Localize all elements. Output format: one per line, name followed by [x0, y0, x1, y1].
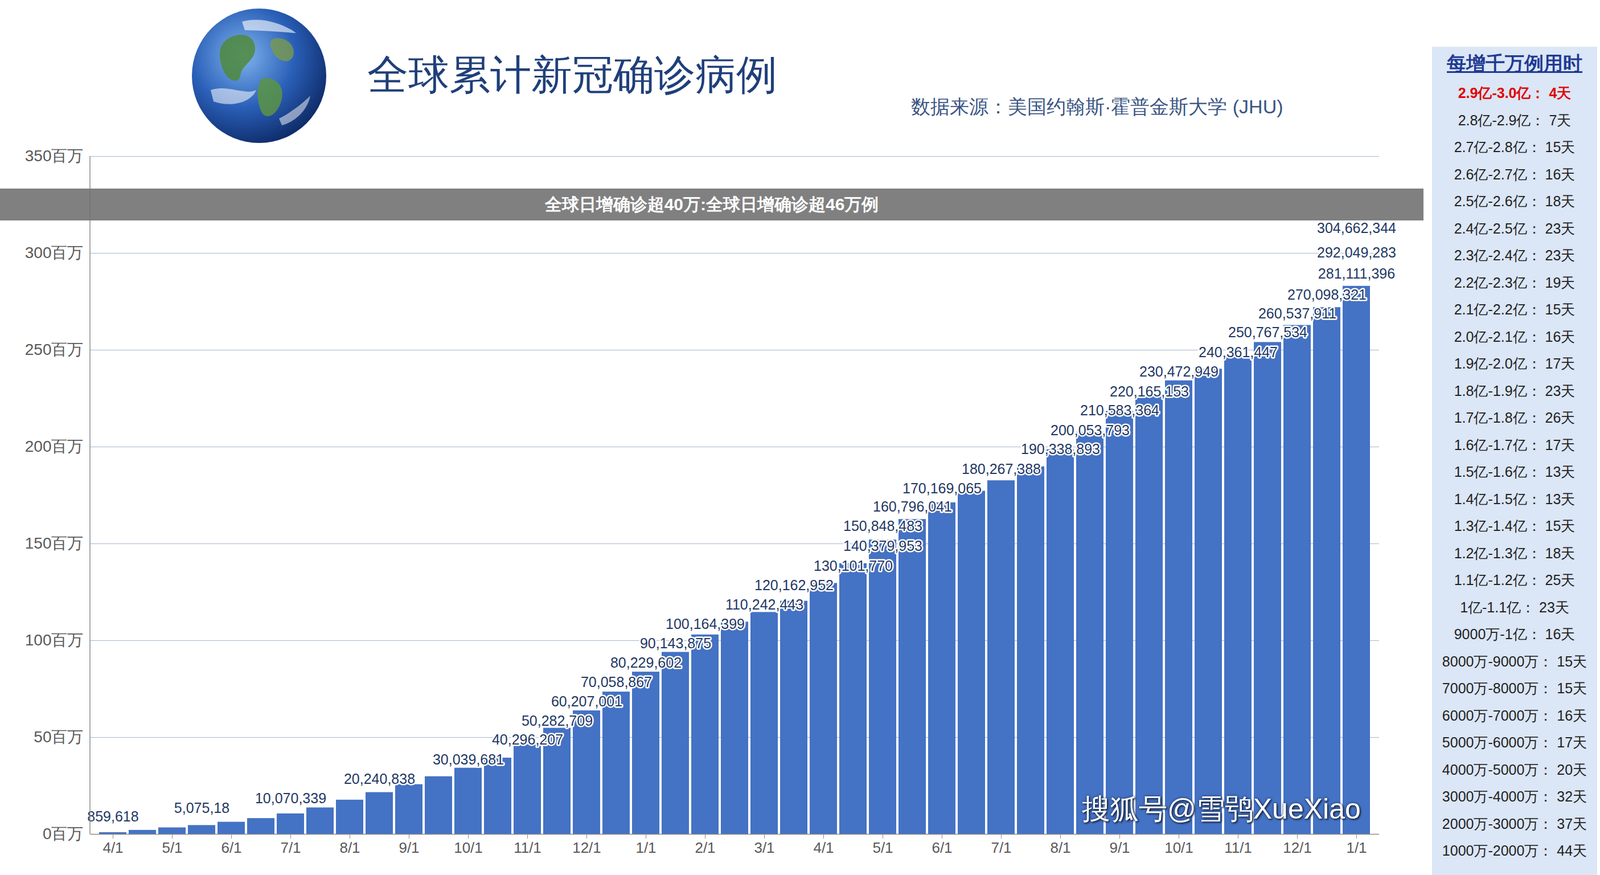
- svg-text:10/1: 10/1: [1164, 838, 1194, 856]
- svg-text:200,053,793: 200,053,793: [1050, 421, 1130, 438]
- svg-text:292,049,283: 292,049,283: [1317, 244, 1397, 261]
- html-text:4000万-5000万： 20天: 4000万-5000万： 20天: [1442, 760, 1588, 777]
- html-text:1.6亿-1.7亿： 17天: 1.6亿-1.7亿： 17天: [1454, 436, 1576, 453]
- svg-text:250,767,534: 250,767,534: [1228, 323, 1308, 340]
- svg-text:170,169,065: 170,169,065: [902, 480, 982, 496]
- svg-text:281,111,396: 281,111,396: [1318, 265, 1396, 282]
- svg-text:70,058,867: 70,058,867: [580, 673, 652, 690]
- html-text:每增千万例用时: 每增千万例用时: [1446, 52, 1583, 75]
- svg-text:6/1: 6/1: [220, 838, 242, 856]
- html-text:搜狐号@雪鸮XueXiao: 搜狐号@雪鸮XueXiao: [1081, 792, 1361, 825]
- html-text:1.8亿-1.9亿： 23天: 1.8亿-1.9亿： 23天: [1454, 382, 1576, 399]
- html-text:1.4亿-1.5亿： 13天: 1.4亿-1.5亿： 13天: [1454, 490, 1576, 507]
- svg-text:1/1: 1/1: [635, 838, 656, 856]
- svg-text:10/1: 10/1: [453, 838, 483, 856]
- html-text:3000万-4000万： 32天: 3000万-4000万： 32天: [1442, 788, 1588, 804]
- svg-text:150百万: 150百万: [25, 534, 84, 552]
- svg-text:300百万: 300百万: [25, 243, 84, 262]
- svg-text:859,618: 859,618: [87, 807, 139, 824]
- svg-text:270,098,321: 270,098,321: [1287, 286, 1367, 303]
- svg-text:90,143,875: 90,143,875: [640, 634, 712, 651]
- svg-text:5/1: 5/1: [161, 838, 183, 856]
- svg-text:160,796,041: 160,796,041: [872, 498, 953, 515]
- html-text:7000万-8000万： 15天: 7000万-8000万： 15天: [1442, 679, 1588, 696]
- svg-text:9/1: 9/1: [398, 838, 420, 856]
- svg-text:8/1: 8/1: [1049, 838, 1071, 856]
- svg-text:150,848,483: 150,848,483: [843, 517, 923, 534]
- html-text:1.7亿-1.8亿： 26天: 1.7亿-1.8亿： 26天: [1454, 409, 1576, 426]
- html-text:2.2亿-2.3亿： 19天: 2.2亿-2.3亿： 19天: [1454, 274, 1576, 291]
- html-text:2.7亿-2.8亿： 15天: 2.7亿-2.8亿： 15天: [1454, 138, 1576, 155]
- html-text:全球日增确诊超40万:全球日增确诊超46万例: 全球日增确诊超40万:全球日增确诊超46万例: [544, 194, 879, 214]
- svg-text:9/1: 9/1: [1109, 838, 1130, 856]
- svg-text:4/1: 4/1: [813, 838, 834, 856]
- svg-text:120,162,952: 120,162,952: [754, 576, 834, 593]
- svg-text:60,207,001: 60,207,001: [551, 692, 623, 709]
- svg-text:5/1: 5/1: [872, 838, 893, 856]
- svg-text:1/1: 1/1: [1346, 838, 1367, 856]
- svg-text:140,379,953: 140,379,953: [843, 537, 923, 554]
- svg-text:240,361,447: 240,361,447: [1198, 343, 1278, 360]
- svg-text:7/1: 7/1: [990, 838, 1012, 856]
- svg-text:190,338,893: 190,338,893: [1020, 440, 1101, 457]
- svg-text:12/1: 12/1: [1282, 838, 1312, 856]
- svg-text:40,296,207: 40,296,207: [491, 731, 564, 748]
- svg-text:304,662,344: 304,662,344: [1317, 219, 1397, 236]
- svg-text:5,075,18: 5,075,18: [174, 799, 230, 816]
- html-text:2.6亿-2.7亿： 16天: 2.6亿-2.7亿： 16天: [1454, 165, 1576, 182]
- svg-text:11/1: 11/1: [513, 838, 542, 856]
- html-text:2.8亿-2.9亿： 7天: 2.8亿-2.9亿： 7天: [1458, 111, 1572, 128]
- svg-text:4/1: 4/1: [102, 838, 123, 856]
- html-text:1.5亿-1.6亿： 13天: 1.5亿-1.6亿： 13天: [1454, 463, 1576, 480]
- svg-text:200百万: 200百万: [25, 437, 84, 455]
- svg-text:180,267,388: 180,267,388: [961, 460, 1041, 477]
- html-text:2.9亿-3.0亿： 4天: 2.9亿-3.0亿： 4天: [1458, 84, 1572, 101]
- svg-text:10,070,339: 10,070,339: [255, 789, 327, 806]
- svg-text:8/1: 8/1: [339, 838, 360, 856]
- html-text:2.5亿-2.6亿： 18天: 2.5亿-2.6亿： 18天: [1454, 193, 1576, 209]
- svg-text:7/1: 7/1: [280, 838, 301, 856]
- html-text:2000万-3000万： 37天: 2000万-3000万： 37天: [1442, 815, 1588, 832]
- html-text:1.1亿-1.2亿： 25天: 1.1亿-1.2亿： 25天: [1454, 571, 1576, 588]
- html-text:5000万-6000万： 17天: 5000万-6000万： 17天: [1442, 733, 1588, 750]
- svg-text:50,282,709: 50,282,709: [521, 712, 593, 729]
- svg-text:260,537,911: 260,537,911: [1258, 305, 1337, 322]
- html-text:8000万-9000万： 15天: 8000万-9000万： 15天: [1442, 652, 1588, 669]
- svg-text:50百万: 50百万: [33, 727, 84, 746]
- svg-text:3/1: 3/1: [753, 838, 775, 856]
- html-text:2.1亿-2.2亿： 15天: 2.1亿-2.2亿： 15天: [1454, 301, 1576, 318]
- svg-text:250百万: 250百万: [25, 340, 84, 359]
- svg-text:11/1: 11/1: [1224, 838, 1253, 856]
- svg-text:80,229,602: 80,229,602: [610, 654, 682, 671]
- html-text:6000万-7000万： 16天: 6000万-7000万： 16天: [1442, 706, 1588, 723]
- svg-text:100,164,399: 100,164,399: [665, 615, 745, 632]
- svg-text:100百万: 100百万: [25, 630, 84, 649]
- svg-text:0百万: 0百万: [42, 824, 84, 843]
- svg-text:210,583,364: 210,583,364: [1080, 401, 1160, 418]
- html-text:9000万-1亿： 16天: 9000万-1亿： 16天: [1454, 625, 1576, 642]
- svg-text:12/1: 12/1: [572, 838, 602, 856]
- svg-text:220,165,153: 220,165,153: [1109, 383, 1189, 400]
- svg-text:30,039,681: 30,039,681: [432, 751, 504, 767]
- svg-text:130,101,770: 130,101,770: [813, 557, 893, 574]
- html-text:数据来源：美国约翰斯·霍普金斯大学 (JHU): 数据来源：美国约翰斯·霍普金斯大学 (JHU): [911, 95, 1284, 118]
- html-text:2.0亿-2.1亿： 16天: 2.0亿-2.1亿： 16天: [1454, 328, 1576, 345]
- svg-text:20,240,838: 20,240,838: [343, 770, 416, 787]
- html-text:1.9亿-2.0亿： 17天: 1.9亿-2.0亿： 17天: [1454, 355, 1576, 372]
- html-text:1.3亿-1.4亿： 15天: 1.3亿-1.4亿： 15天: [1454, 517, 1576, 534]
- html-text:1.2亿-1.3亿： 18天: 1.2亿-1.3亿： 18天: [1454, 544, 1576, 561]
- svg-text:230,472,949: 230,472,949: [1139, 363, 1219, 380]
- html-text:1000万-2000万： 44天: 1000万-2000万： 44天: [1442, 842, 1588, 859]
- svg-text:2/1: 2/1: [694, 838, 716, 856]
- html-text:2.4亿-2.5亿： 23天: 2.4亿-2.5亿： 23天: [1454, 220, 1576, 237]
- svg-text:110,242,443: 110,242,443: [725, 596, 804, 613]
- html-text:2.3亿-2.4亿： 23天: 2.3亿-2.4亿： 23天: [1454, 247, 1576, 264]
- svg-text:350百万: 350百万: [25, 146, 84, 165]
- svg-text:6/1: 6/1: [931, 838, 953, 856]
- html-text:全球累计新冠确诊病例: 全球累计新冠确诊病例: [367, 51, 778, 98]
- html-text:1亿-1.1亿： 23天: 1亿-1.1亿： 23天: [1459, 598, 1570, 615]
